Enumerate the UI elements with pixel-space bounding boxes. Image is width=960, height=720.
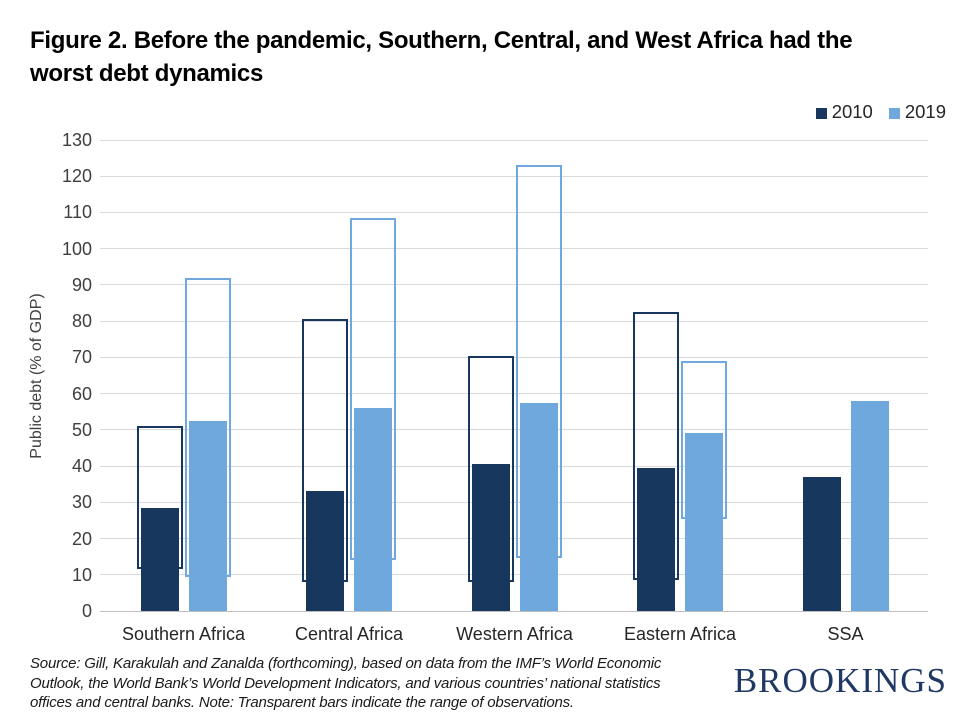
bar-2010-eastern-africa (637, 467, 675, 611)
legend-label-2010: 2010 (831, 101, 873, 122)
x-category-label-southern-africa: Southern Africa (121, 624, 246, 644)
gridline (100, 175, 928, 177)
y-tick-label: 120 (61, 166, 92, 187)
bar-2010-ssa (802, 476, 841, 611)
y-tick-label: 110 (63, 202, 92, 223)
gridline (100, 139, 928, 141)
gridline (100, 501, 928, 503)
y-tick-label: 60 (71, 383, 92, 404)
gridline (100, 320, 928, 322)
y-tick-label: 0 (81, 601, 92, 621)
y-axis-title: Public debt (% of GDP) (28, 293, 45, 459)
y-tick-label: 100 (61, 238, 92, 259)
range-bar-2010-southern-africa (136, 426, 183, 570)
chart-legend: 2010 2019 (815, 101, 946, 123)
gridline (100, 211, 928, 213)
y-tick-label: 130 (61, 130, 92, 150)
source-note-line1: Source: Gill, Karakulah and Zanalda (for… (30, 655, 662, 672)
gridline (100, 538, 928, 540)
gridline (100, 356, 928, 358)
gridline (100, 393, 928, 395)
x-category-label-eastern-africa: Eastern Africa (623, 624, 737, 644)
legend-swatch-icon-2019 (888, 107, 900, 119)
brookings-logo: BROOKINGS (733, 661, 947, 700)
bar-2019-western-africa (519, 402, 558, 611)
legend-swatch-icon-2010 (815, 107, 827, 119)
range-bar-2019-western-africa (515, 165, 562, 559)
range-bar-2019-eastern-africa (681, 361, 727, 519)
legend-label-2019: 2019 (904, 101, 946, 122)
y-tick-label: 10 (71, 564, 92, 585)
gridline (100, 429, 928, 431)
range-bar-2019-southern-africa (184, 277, 231, 577)
gridline (100, 284, 928, 286)
y-tick-label: 30 (71, 492, 92, 513)
range-bar-2019-central-africa (350, 217, 396, 561)
bar-2010-southern-africa (140, 507, 179, 611)
y-tick-label: 70 (71, 347, 92, 368)
x-axis-line (100, 610, 928, 612)
figure-title: Figure 2. Before the pandemic, Southern,… (30, 24, 935, 90)
x-category-label-central-africa: Central Africa (294, 624, 404, 644)
figure-title-line2: worst debt dynamics (30, 60, 264, 87)
bar-2010-central-africa (306, 491, 344, 611)
y-tick-label: 90 (71, 274, 92, 295)
x-category-label-western-africa: Western Africa (456, 624, 573, 644)
gridline (100, 248, 928, 250)
range-bar-2010-eastern-africa (633, 312, 679, 581)
bar-2010-western-africa (471, 464, 510, 611)
legend-item-2010: 2010 (815, 101, 873, 123)
bar-2019-eastern-africa (685, 433, 723, 611)
y-tick-label: 20 (71, 528, 92, 549)
legend-item-2019: 2019 (888, 101, 946, 123)
source-note-line2: Outlook, the World Bank’s World Developm… (30, 674, 661, 692)
figure-title-line1: Figure 2. Before the pandemic, Southern,… (30, 27, 853, 54)
source-note-line3: offices and central banks. Note: Transpa… (30, 694, 574, 711)
y-tick-label: 80 (71, 311, 92, 332)
bar-2019-southern-africa (188, 420, 227, 611)
gridline (100, 465, 928, 467)
range-bar-2010-central-africa (302, 319, 348, 582)
y-tick-label: 40 (71, 456, 92, 477)
y-tick-label: 50 (71, 419, 92, 440)
bar-2019-central-africa (354, 408, 392, 611)
bar-2019-ssa (850, 400, 889, 611)
range-bar-2010-western-africa (467, 355, 514, 582)
gridline (100, 574, 928, 576)
x-category-label-ssa: SSA (827, 624, 864, 644)
source-note: Source: Gill, Karakulah and Zanalda (for… (30, 654, 661, 713)
